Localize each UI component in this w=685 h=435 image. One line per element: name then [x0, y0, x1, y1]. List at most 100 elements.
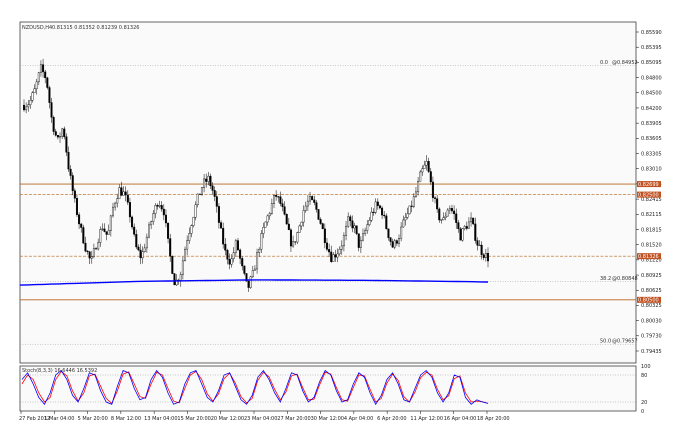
candle-body: [400, 226, 403, 239]
candle-body: [300, 221, 303, 227]
candle-body: [97, 242, 100, 250]
candle-body: [423, 164, 426, 169]
candle-body: [470, 217, 473, 223]
candle-body: [200, 187, 203, 195]
time-tick-label: 15 Mar 20:00: [177, 416, 210, 422]
candle-body: [75, 198, 78, 215]
candle-body: [459, 228, 462, 241]
candle-body: [71, 175, 74, 191]
candle-body: [444, 215, 447, 218]
fib-level-price: @0.80848: [612, 276, 638, 282]
candle-body: [203, 178, 206, 188]
candle-body: [404, 217, 407, 221]
price-tag-box: [637, 296, 661, 303]
candle-body: [120, 187, 123, 196]
candle-body: [209, 175, 212, 187]
candle-body: [175, 279, 178, 286]
candle-body: [211, 185, 214, 191]
fib-level-label: 0.0: [600, 60, 608, 66]
candle-body: [368, 220, 371, 226]
stochastic-panel: 100 80 20 0: [19, 364, 651, 415]
candle-body: [482, 254, 485, 258]
candle-body: [179, 274, 182, 281]
candle-body: [181, 260, 184, 275]
candle-body: [361, 233, 364, 241]
price-tick-label: 0.79730: [641, 334, 662, 340]
candle-body: [135, 234, 138, 248]
candle-body: [463, 226, 466, 229]
price-tick-label: 0.79435: [641, 349, 662, 355]
stochastic-main-line: [21, 369, 489, 406]
candle-body: [90, 256, 93, 259]
candle-body: [425, 161, 428, 166]
time-tick-label: 18 Apr 20:00: [477, 416, 510, 422]
time-tick-label: 30 Mar 12:00: [311, 416, 344, 422]
candle-body: [385, 215, 388, 230]
candle-body: [289, 229, 292, 247]
candle-body: [33, 88, 36, 93]
candle-body: [472, 217, 475, 225]
candle-body: [340, 245, 343, 250]
candle-body: [484, 252, 487, 258]
candle-body: [287, 223, 290, 231]
candle-body: [262, 227, 265, 234]
price-tick-label: 0.80030: [641, 318, 662, 324]
price-tick-label: 0.84800: [641, 75, 662, 81]
candle-body: [247, 280, 250, 288]
candle-body: [107, 230, 110, 235]
candle-body: [224, 243, 227, 251]
price-tick-label: 0.85590: [641, 30, 662, 36]
candle-body: [162, 208, 165, 216]
candle-body: [395, 240, 398, 244]
candle-body: [251, 270, 254, 278]
candle-body: [389, 237, 392, 242]
stochastic-tick-label: 100: [641, 364, 651, 370]
candle-body: [317, 209, 320, 220]
candle-body: [230, 258, 233, 265]
candle-body: [133, 226, 136, 235]
time-tick-label: 13 Mar 04:00: [144, 416, 177, 422]
price-tick-label: 0.85095: [641, 60, 662, 66]
candle-body: [450, 208, 453, 212]
candle-body: [414, 191, 417, 197]
candle-body: [158, 205, 161, 207]
candle-body: [281, 203, 284, 207]
candle-body: [277, 196, 280, 198]
candle-body: [61, 128, 64, 137]
candle-body: [253, 268, 256, 271]
candle-body: [311, 196, 314, 201]
candle-body: [126, 194, 129, 203]
candle-body: [273, 194, 276, 204]
candle-body: [198, 193, 201, 195]
candle-body: [48, 87, 51, 103]
candle-body: [325, 242, 328, 250]
candle-body: [249, 276, 252, 288]
candle-body: [332, 254, 335, 262]
price-tag-label: 0.81326: [638, 254, 659, 260]
stochastic-tick-label: 20: [641, 400, 647, 406]
candle-body: [88, 251, 91, 259]
price-tick-label: 0.82415: [641, 197, 662, 203]
candle-body: [222, 227, 225, 245]
stochastic-label: Stoch(8,3,3) 16.6446 16.5392: [22, 368, 97, 374]
candle-body: [25, 106, 28, 111]
price-tag-label: 0.82500: [638, 192, 659, 198]
candle-body: [116, 198, 119, 204]
candle-body: [398, 238, 401, 244]
candle-body: [296, 232, 299, 243]
candle-body: [330, 251, 333, 262]
price-tick-label: 0.80625: [641, 288, 662, 294]
candle-body: [154, 205, 157, 214]
candle-body: [226, 250, 229, 260]
candle-body: [438, 208, 441, 221]
candle-body: [103, 228, 106, 232]
price-tick-label: 0.83905: [641, 121, 662, 127]
candle-body: [429, 171, 432, 183]
candle-body: [338, 249, 341, 255]
candle-body: [370, 211, 373, 221]
candle-body: [306, 200, 309, 207]
candle-body: [336, 253, 339, 258]
price-tick-label: 0.80925: [641, 273, 662, 279]
candle-body: [431, 181, 434, 198]
